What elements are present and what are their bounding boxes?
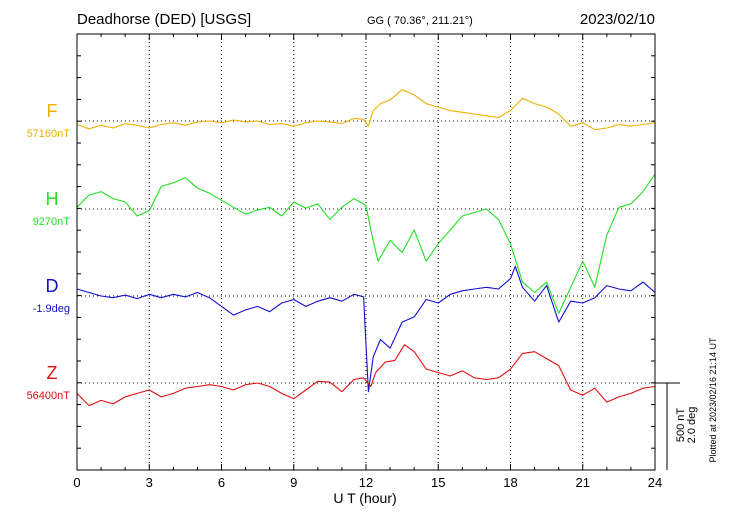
scale-nt-label: 500 nT (675, 408, 687, 443)
frame-layer (76, 33, 680, 471)
series-baseline-Z: 56400nT (27, 390, 71, 402)
plot-frame (76, 33, 656, 471)
date-label: 2023/02/10 (580, 11, 655, 28)
trace-layer (76, 89, 656, 407)
x-tick-label-24: 24 (648, 475, 662, 490)
grid-layer (148, 34, 584, 470)
series-label-layer: F 57160nT H 9270nT D -1.9deg Z 56400nT (27, 101, 71, 402)
x-tick-label-3: 3 (146, 475, 153, 490)
x-tick-label-18: 18 (503, 475, 517, 490)
series-name-D: D (46, 276, 59, 296)
series-line-D (76, 265, 656, 393)
baseline-layer (77, 120, 655, 384)
x-tick-label-15: 15 (431, 475, 445, 490)
series-line-H (76, 173, 656, 314)
x-tick-label-6: 6 (218, 475, 225, 490)
x-axis-label: U T (hour) (333, 490, 396, 506)
series-baseline-H: 9270nT (33, 216, 71, 228)
coordinates-label: GG ( 70.36°, 211.21°) (367, 15, 473, 27)
series-line-Z (76, 344, 656, 407)
x-tick-layer: 0 3 6 9 12 15 18 21 24 (73, 33, 662, 490)
series-name-F: F (47, 101, 58, 121)
x-tick-label-0: 0 (73, 475, 80, 490)
x-tick-label-9: 9 (290, 475, 297, 490)
series-baseline-F: 57160nT (27, 128, 71, 140)
series-baseline-D: -1.9deg (33, 303, 70, 315)
station-title: Deadhorse (DED) [USGS] (77, 11, 251, 28)
scale-deg-label: 2.0 deg (686, 407, 698, 444)
plotted-at-label: Plotted at 2023/02/16 21:14 UT (708, 337, 718, 463)
series-name-H: H (46, 189, 59, 209)
series-line-F (76, 89, 656, 131)
series-name-Z: Z (47, 363, 58, 383)
x-tick-label-12: 12 (359, 475, 373, 490)
x-tick-label-21: 21 (576, 475, 590, 490)
